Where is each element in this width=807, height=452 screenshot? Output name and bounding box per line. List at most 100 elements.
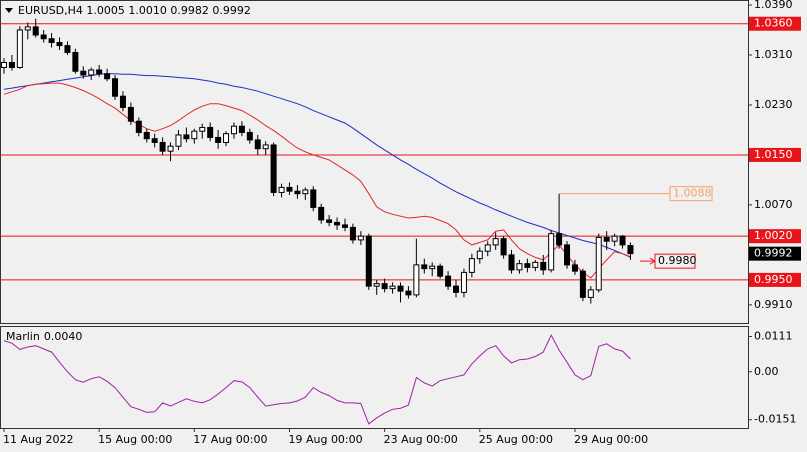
candle-body bbox=[476, 250, 483, 260]
candle-body bbox=[88, 69, 95, 76]
menu-icon bbox=[5, 8, 13, 13]
candle-body bbox=[579, 270, 586, 298]
candle-body bbox=[16, 29, 23, 68]
candle-body bbox=[48, 38, 55, 43]
indicator-value: 0.0040 bbox=[44, 330, 83, 343]
candle-body bbox=[516, 263, 523, 271]
y-tick-label: 1.0230 bbox=[754, 98, 793, 111]
candle-body bbox=[405, 290, 412, 296]
candle-body bbox=[262, 144, 269, 150]
candle-body bbox=[135, 120, 142, 133]
x-tick-label: 29 Aug 00:00 bbox=[574, 433, 648, 446]
candle-body bbox=[286, 186, 293, 192]
candle-body bbox=[445, 275, 452, 287]
y-tick-label: 1.0310 bbox=[754, 48, 793, 61]
candle-body bbox=[500, 238, 507, 256]
level-label-box bbox=[749, 147, 801, 162]
candle-body bbox=[421, 264, 428, 270]
y-tick-label: 0.00 bbox=[754, 365, 779, 378]
level-label: 1.0020 bbox=[754, 229, 793, 242]
candle-body bbox=[143, 131, 150, 140]
candle-body bbox=[334, 221, 341, 226]
candle-body bbox=[24, 26, 31, 31]
candle-body bbox=[254, 139, 261, 150]
candle-body bbox=[437, 265, 444, 277]
level-label: 1.0150 bbox=[754, 148, 793, 161]
candle-body bbox=[246, 131, 253, 141]
candle-body bbox=[183, 134, 190, 140]
candle-body bbox=[413, 264, 420, 296]
x-tick-label: 23 Aug 00:00 bbox=[384, 433, 458, 446]
chart-title: EURUSD,H4 1.0005 1.0010 0.9982 0.9992 bbox=[18, 4, 251, 17]
candle-body bbox=[1, 61, 7, 68]
candle-body bbox=[318, 206, 325, 221]
x-tick-label: 11 Aug 2022 bbox=[3, 433, 73, 446]
candle-body bbox=[32, 26, 39, 36]
candle-body bbox=[627, 245, 634, 255]
candle-body bbox=[310, 189, 317, 208]
x-tick-label: 15 Aug 00:00 bbox=[98, 433, 172, 446]
candle-body bbox=[540, 261, 547, 271]
candle-body bbox=[56, 41, 63, 47]
candle-body bbox=[587, 289, 594, 298]
candle-body bbox=[556, 233, 563, 246]
candle-body bbox=[270, 144, 277, 193]
candle-body bbox=[175, 134, 182, 147]
candle-body bbox=[8, 61, 15, 68]
price-label: 0.9992 bbox=[754, 247, 793, 260]
level-label: 1.0360 bbox=[754, 17, 793, 30]
candle-body bbox=[373, 283, 380, 287]
candle-body bbox=[167, 145, 174, 152]
candle-body bbox=[595, 236, 602, 291]
level-label-box bbox=[749, 272, 801, 287]
candle-body bbox=[238, 125, 245, 133]
candle-body bbox=[302, 189, 309, 195]
candle-body bbox=[524, 263, 531, 268]
indicator-line bbox=[3, 334, 631, 425]
candle-body bbox=[40, 34, 47, 40]
annotation-label: 0.9980 bbox=[658, 254, 697, 267]
y-tick-label: 1.0070 bbox=[754, 198, 793, 211]
candle-body bbox=[80, 70, 87, 76]
main-panel bbox=[0, 0, 749, 324]
candle-body bbox=[341, 224, 348, 228]
level-label: 0.9950 bbox=[754, 273, 793, 286]
candle-body bbox=[112, 78, 119, 97]
candle-body bbox=[365, 235, 372, 287]
candle-body bbox=[571, 264, 578, 272]
candle-body bbox=[159, 141, 166, 152]
annotation-label: 1.0088 bbox=[673, 187, 712, 200]
candle-body bbox=[72, 51, 79, 72]
indicator-name: Marlin bbox=[6, 330, 40, 343]
candle-body bbox=[611, 235, 618, 242]
level-label-box bbox=[749, 16, 801, 31]
price-box bbox=[749, 246, 801, 261]
candle-body bbox=[453, 285, 460, 293]
moving-average bbox=[3, 82, 631, 279]
x-tick-label: 25 Aug 00:00 bbox=[479, 433, 553, 446]
candle-body bbox=[96, 69, 103, 75]
candle-body bbox=[215, 136, 222, 143]
candle-body bbox=[278, 186, 285, 193]
candle-body bbox=[119, 95, 126, 108]
candle-body bbox=[326, 219, 333, 223]
candle-body bbox=[508, 254, 515, 271]
candle-body bbox=[603, 236, 610, 242]
candle-body bbox=[460, 271, 467, 293]
y-tick-label: 1.0390 bbox=[754, 0, 793, 11]
candle-body bbox=[199, 126, 206, 132]
candle-body bbox=[564, 244, 571, 266]
candle-body bbox=[389, 285, 396, 290]
candle-body bbox=[349, 226, 356, 241]
candle-body bbox=[64, 45, 71, 53]
candle-body bbox=[429, 265, 436, 270]
y-tick-label: 0.0111 bbox=[754, 329, 793, 342]
candle-body bbox=[619, 235, 626, 246]
indicator-panel bbox=[0, 326, 749, 429]
candle-body bbox=[381, 283, 388, 290]
y-tick-label: -0.0151 bbox=[754, 413, 796, 426]
candle-body bbox=[484, 244, 491, 252]
y-tick-label: 0.9910 bbox=[754, 298, 793, 311]
